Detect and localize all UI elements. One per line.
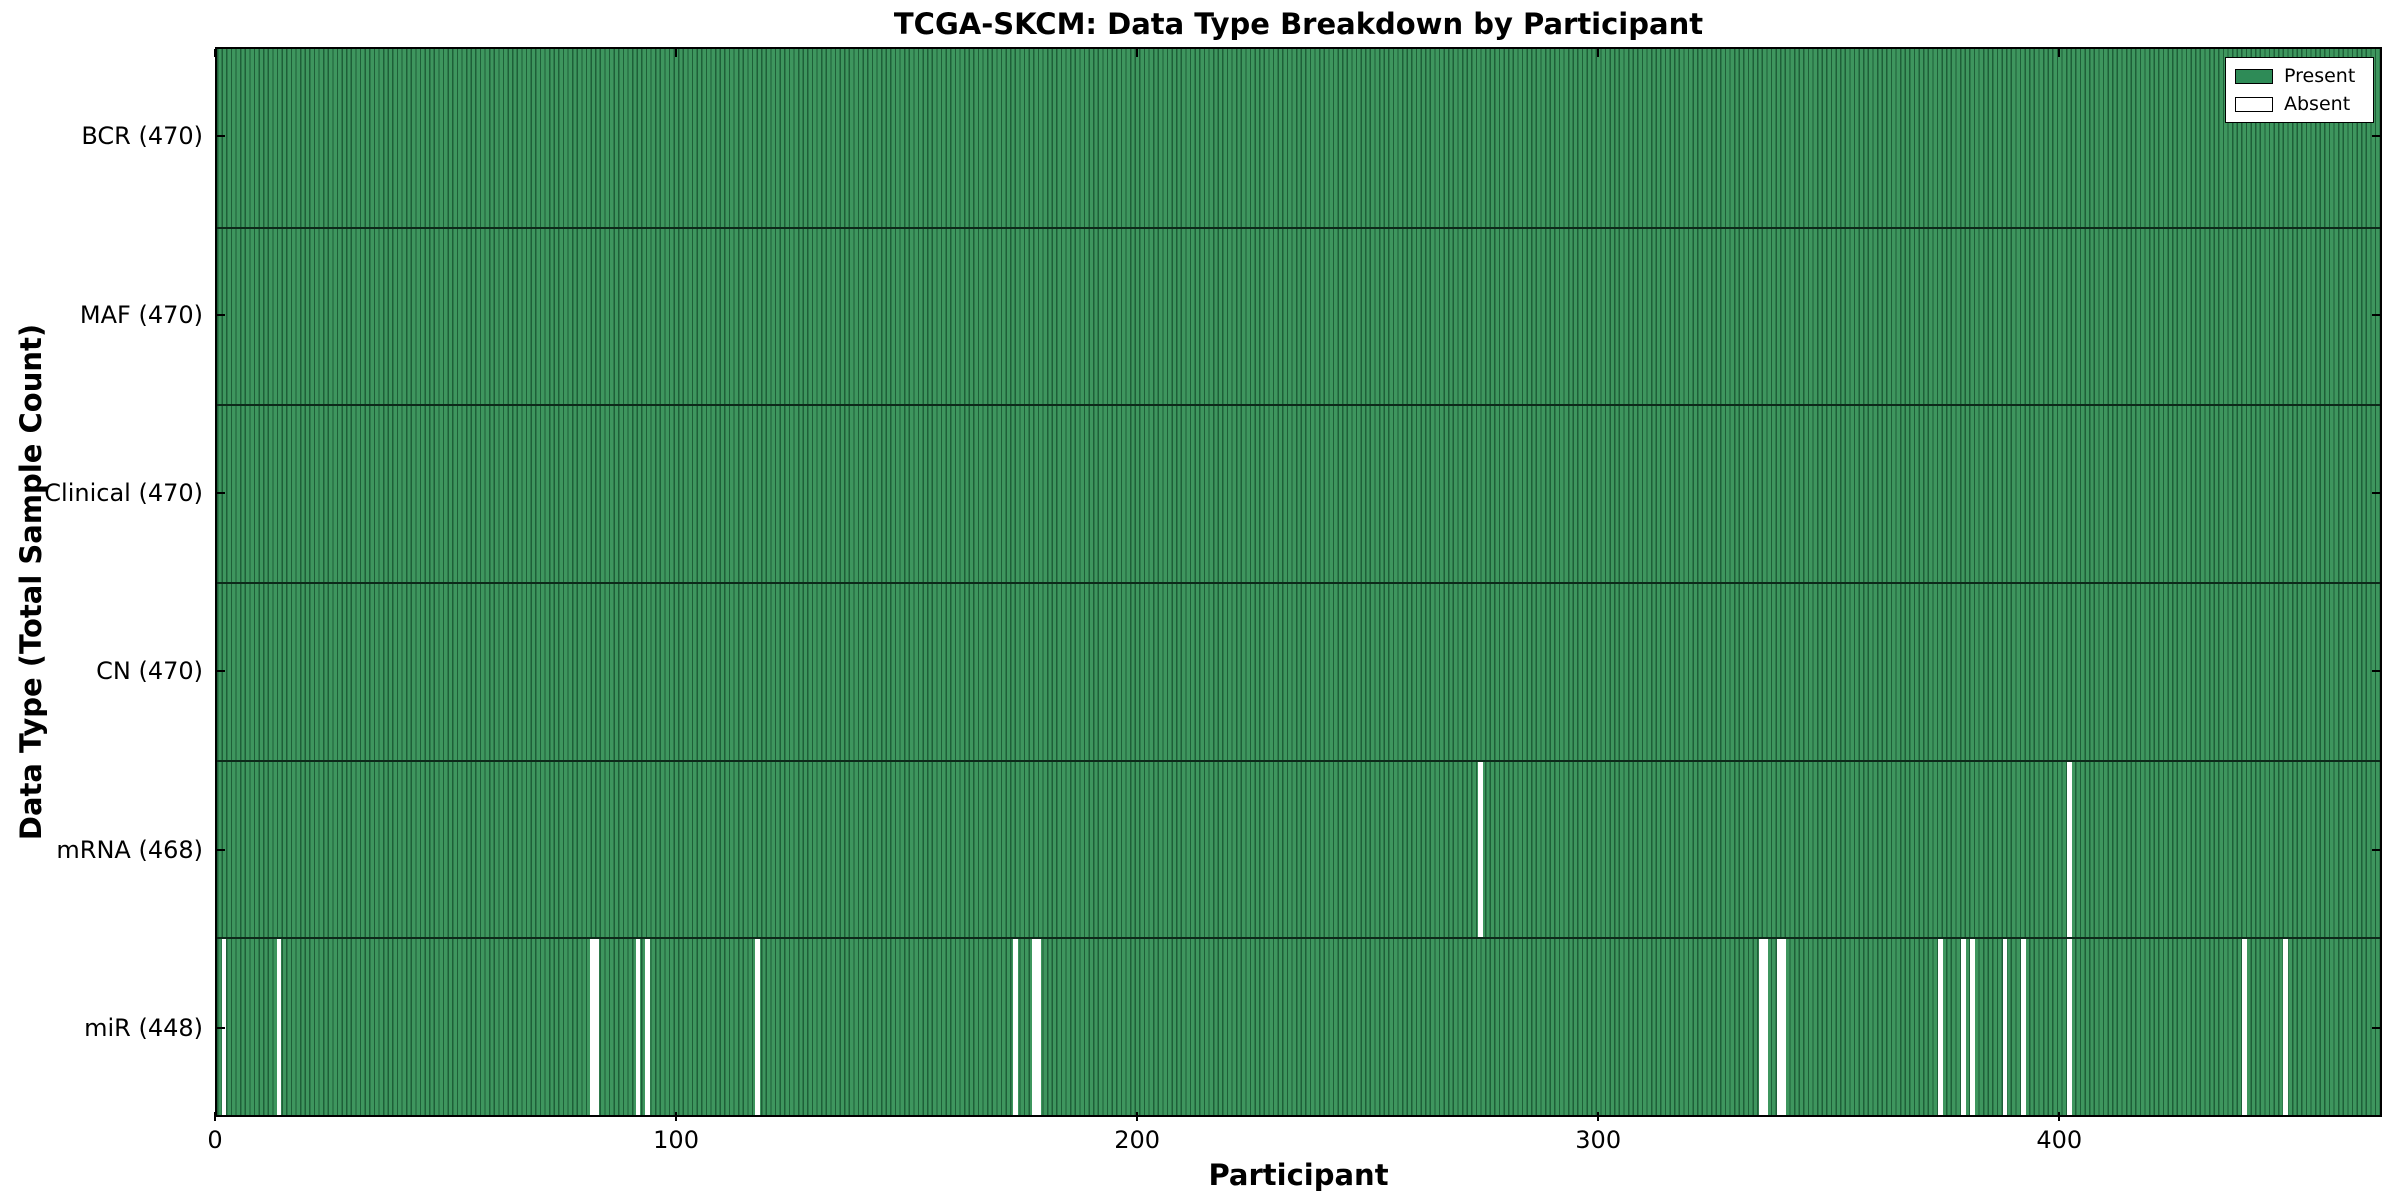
present-swatch-icon (2235, 68, 2273, 84)
y-tick-label: BCR (470) (81, 122, 203, 151)
absent-marker (2283, 939, 2288, 1115)
absent-marker (644, 939, 650, 1115)
absent-marker (2021, 939, 2026, 1115)
absent-swatch-icon (2235, 96, 2273, 112)
absent-marker (2067, 939, 2072, 1115)
axis-tick (217, 491, 225, 494)
axis-tick (217, 313, 225, 316)
plot-area (215, 47, 2382, 1117)
heatmap-row-mir (217, 937, 2380, 1115)
heatmap-row-clinical (217, 404, 2380, 582)
y-tick-label: miR (448) (84, 1013, 203, 1042)
legend-label-absent: Absent (2284, 93, 2351, 115)
absent-marker (1758, 939, 1764, 1115)
axis-tick (217, 1026, 225, 1029)
x-tick-label: 100 (653, 1126, 699, 1154)
y-tick-label: CN (470) (96, 657, 203, 686)
legend-label-present: Present (2284, 65, 2356, 87)
y-tick-label: Clinical (470) (44, 478, 203, 507)
absent-marker (1763, 939, 1768, 1115)
absent-marker (2067, 761, 2072, 938)
heatmap-row-bcr (217, 49, 2380, 227)
absent-marker (1777, 939, 1782, 1115)
y-tick-label: MAF (470) (79, 300, 203, 329)
absent-marker (755, 939, 761, 1115)
x-tick-label: 300 (1575, 1126, 1622, 1154)
axis-tick (2372, 135, 2380, 138)
axis-tick (2372, 848, 2380, 851)
axis-tick (217, 135, 225, 138)
axis-tick (2058, 1112, 2061, 1121)
axis-tick (2372, 670, 2380, 673)
heatmap-row-mrna (217, 759, 2380, 938)
x-tick-label: 400 (2036, 1126, 2083, 1154)
legend-entry-present: Present (2235, 66, 2364, 86)
absent-marker (594, 939, 599, 1115)
chart-title: TCGA-SKCM: Data Type Breakdown by Partic… (893, 7, 1704, 41)
absent-marker (1970, 939, 1975, 1115)
absent-marker (635, 939, 641, 1115)
axis-tick (214, 1112, 216, 1121)
y-tick-label: mRNA (468) (56, 835, 203, 864)
axis-tick (1597, 49, 1600, 57)
axis-tick (214, 49, 216, 57)
legend-entry-absent: Absent (2235, 94, 2364, 114)
axis-tick (1597, 1112, 1600, 1121)
absent-marker (1961, 939, 1966, 1115)
axis-tick (217, 670, 225, 673)
absent-marker (276, 939, 282, 1115)
absent-marker (2241, 939, 2247, 1115)
axis-tick (1136, 1112, 1139, 1121)
absent-marker (1477, 761, 1483, 938)
absent-marker (2002, 939, 2008, 1115)
absent-marker (1938, 939, 1943, 1115)
axis-tick (2372, 491, 2380, 494)
legend: Present Absent (2225, 57, 2374, 123)
heatmap-row-cn (217, 581, 2380, 760)
y-axis-title: Data Type (Total Sample Count) (14, 323, 48, 841)
absent-marker (1036, 939, 1041, 1115)
x-tick-label: 200 (1114, 1126, 1161, 1154)
absent-marker (1781, 939, 1787, 1115)
x-tick-label: 0 (207, 1126, 223, 1154)
absent-marker (1031, 939, 1037, 1115)
axis-tick (675, 1112, 678, 1121)
axis-tick (1136, 49, 1139, 57)
axis-tick (217, 848, 225, 851)
axis-tick (2372, 1026, 2380, 1029)
axis-tick (2372, 313, 2380, 316)
axis-tick (675, 49, 678, 57)
heatmap-row-maf (217, 226, 2380, 405)
x-axis-title: Participant (1208, 1158, 1389, 1192)
axis-tick (2058, 49, 2061, 57)
absent-marker (1013, 939, 1018, 1115)
absent-marker (589, 939, 595, 1115)
